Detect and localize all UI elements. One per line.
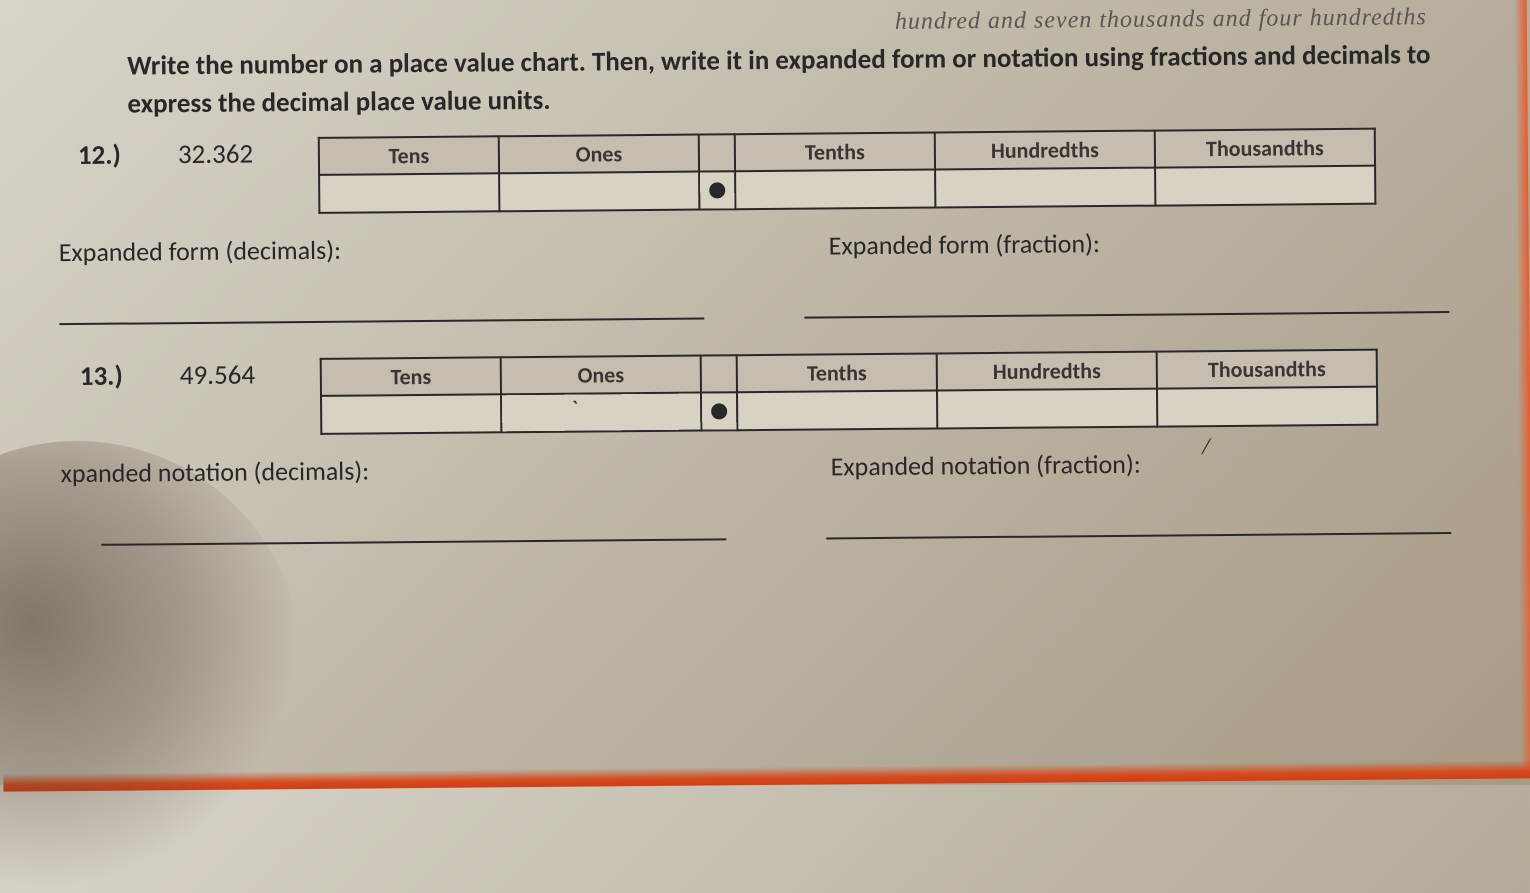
cell-decimal-point (699, 171, 735, 209)
answer-line-fraction-13[interactable] (826, 532, 1451, 539)
pv-data-row (319, 165, 1375, 212)
cell-tenths[interactable] (737, 390, 937, 430)
expanded-form-decimals-label: Expanded form (decimals): (59, 230, 679, 267)
problem-12-row: 12.) 32.362 Tens Ones Tenths Hundredths … (78, 126, 1489, 215)
expanded-notation-decimals-label: xpanded notation (decimals): (61, 451, 681, 488)
cell-decimal-point (701, 392, 737, 430)
cell-thousandths[interactable] (1155, 165, 1375, 205)
problem-13-value: 49.564 (180, 358, 290, 392)
col-header-thousandths: Thousandths (1155, 128, 1375, 167)
col-header-ones: Ones (499, 134, 699, 173)
instructions-text: Write the number on a place value chart.… (127, 36, 1438, 123)
col-header-tenths: Tenths (737, 353, 937, 392)
problem-13-forms: xpanded notation (decimals): Expanded no… (61, 445, 1451, 489)
expanded-form-fraction-label: Expanded form (fraction): (829, 224, 1449, 261)
problem-12-value: 32.362 (178, 137, 288, 171)
col-header-decimal (699, 134, 735, 171)
cell-hundredths[interactable] (935, 167, 1155, 207)
cell-thousandths[interactable] (1157, 386, 1377, 426)
col-header-ones: Ones (501, 355, 701, 394)
answer-line-decimals-13[interactable] (101, 538, 726, 545)
stray-mark: ` (572, 396, 578, 420)
cell-tenths[interactable] (735, 169, 935, 209)
col-header-hundredths: Hundredths (935, 130, 1155, 169)
col-header-tens: Tens (319, 136, 499, 175)
place-value-table-13: Tens Ones Tenths Hundredths Thousandths … (320, 348, 1379, 434)
cell-ones[interactable]: ` (501, 392, 701, 432)
problem-12-forms: Expanded form (decimals): Expanded form … (59, 224, 1449, 268)
cell-tens[interactable] (321, 394, 501, 434)
cell-ones[interactable] (499, 171, 699, 211)
cell-hundredths[interactable] (937, 388, 1157, 428)
worksheet-page: hundred and seven thousands and four hun… (0, 0, 1530, 586)
cell-tens[interactable] (319, 173, 499, 213)
place-value-table-12: Tens Ones Tenths Hundredths Thousandths (318, 127, 1377, 213)
col-header-thousandths: Thousandths (1157, 349, 1377, 388)
problem-12-number: 12.) (78, 138, 138, 172)
problem-13-answer-lines (61, 532, 1451, 546)
col-header-tens: Tens (321, 357, 501, 396)
expanded-notation-fraction-label: Expanded notation (fraction): (831, 445, 1451, 482)
page-bottom-edge (3, 760, 1530, 791)
problem-13-number: 13.) (80, 359, 140, 393)
col-header-decimal (701, 355, 737, 392)
col-header-tenths: Tenths (735, 132, 935, 171)
col-header-hundredths: Hundredths (937, 351, 1157, 390)
pv-data-row: ` (321, 386, 1377, 433)
stray-slash-mark: / (1202, 432, 1211, 459)
problem-13-row: 13.) 49.564 Tens Ones Tenths Hundredths … (80, 347, 1491, 436)
